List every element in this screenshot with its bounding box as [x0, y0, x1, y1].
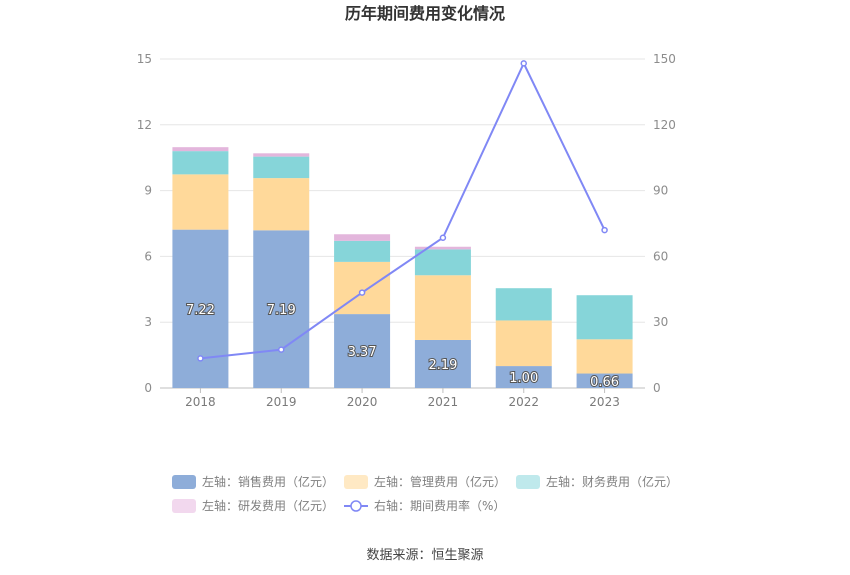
- y-right-tick-label: 120: [653, 118, 676, 132]
- rate-point: [520, 60, 527, 67]
- legend-label: 左轴：管理费用（亿元）: [374, 474, 506, 489]
- legend[interactable]: 左轴：销售费用（亿元） 左轴：管理费用（亿元） 左轴：财务费用（亿元） 左轴：研发费用…: [172, 474, 678, 513]
- bar-segment-2: [172, 174, 229, 230]
- x-tick-label: 2020: [347, 395, 378, 409]
- bar-segment-2: [414, 275, 471, 340]
- y-right-tick-label: 0: [653, 381, 661, 395]
- y-left-tick-label: 0: [144, 381, 152, 395]
- bar-segment-3: [495, 288, 552, 321]
- y-right-tick-label: 90: [653, 184, 668, 198]
- x-tick-label: 2021: [428, 395, 459, 409]
- x-tick-label: 2023: [589, 395, 620, 409]
- rate-point: [278, 346, 285, 353]
- y-left-tick-label: 3: [144, 315, 152, 329]
- y-right-tick-label: 30: [653, 315, 668, 329]
- y-left-tick-label: 9: [144, 184, 152, 198]
- bar-segment-1: [334, 314, 391, 388]
- chart-title: 历年期间费用变化情况: [345, 4, 505, 23]
- rate-line: [200, 61, 606, 360]
- bar-series: 7.22 7.19 3.37 2.19 1.00 0.66: [172, 147, 633, 391]
- rate-line-series: [197, 60, 608, 362]
- bar-segment-3: [253, 156, 310, 179]
- legend-swatch: [516, 475, 540, 489]
- legend-marker: [350, 500, 362, 512]
- bar-data-label: 2.19: [428, 358, 457, 373]
- bar-segment-1: [576, 373, 633, 388]
- bar-segment-4: [172, 147, 229, 152]
- bar-segment-2: [253, 178, 310, 231]
- bar-segment-1: [414, 339, 471, 388]
- y-left-tick-label: 6: [144, 249, 152, 263]
- x-axis: 2018 2019 2020 2021 2022 2023: [185, 388, 620, 409]
- legend-label: 右轴：期间费用率（%）: [374, 498, 505, 513]
- legend-swatch: [172, 475, 196, 489]
- bar-segment-3: [334, 240, 391, 262]
- bar-data-label: 0.66: [590, 375, 619, 390]
- rate-point: [358, 289, 366, 296]
- bar-segment-3: [414, 249, 471, 276]
- gridlines: [160, 58, 645, 389]
- y-axis-right: 0 30 60 90 120 150: [653, 52, 676, 395]
- bar-segment-2: [576, 339, 633, 374]
- bar-data-label: 7.22: [186, 303, 215, 318]
- rate-point: [197, 355, 204, 362]
- bar-data-label: 7.19: [267, 303, 296, 318]
- bar-data-label: 3.37: [348, 345, 377, 360]
- bar-segment-3: [576, 295, 633, 340]
- bar-segment-4: [334, 234, 391, 241]
- x-tick-label: 2022: [508, 395, 539, 409]
- bar-segment-1: [253, 230, 310, 388]
- y-left-tick-label: 12: [137, 118, 152, 132]
- y-axis-left: 0 3 6 9 12 15: [137, 52, 152, 395]
- x-tick-label: 2018: [185, 395, 216, 409]
- legend-label: 左轴：销售费用（亿元）: [202, 474, 334, 489]
- bar-segment-4: [414, 246, 471, 250]
- rate-point: [439, 234, 447, 242]
- x-tick-label: 2019: [266, 395, 297, 409]
- bar-segment-4: [253, 153, 310, 157]
- legend-label: 左轴：研发费用（亿元）: [202, 498, 334, 513]
- bar-data-label: 1.00: [509, 371, 538, 386]
- bar-segment-1: [495, 366, 552, 388]
- y-left-tick-label: 15: [137, 52, 152, 66]
- rate-point: [601, 226, 608, 234]
- y-right-tick-label: 150: [653, 52, 676, 66]
- legend-label: 左轴：财务费用（亿元）: [546, 474, 678, 489]
- bar-segment-3: [172, 151, 229, 175]
- data-source: 数据来源：恒生聚源: [366, 548, 483, 563]
- legend-swatch: [172, 499, 196, 513]
- legend-swatch: [344, 475, 368, 489]
- y-right-tick-label: 60: [653, 249, 668, 263]
- bar-segment-2: [495, 320, 552, 367]
